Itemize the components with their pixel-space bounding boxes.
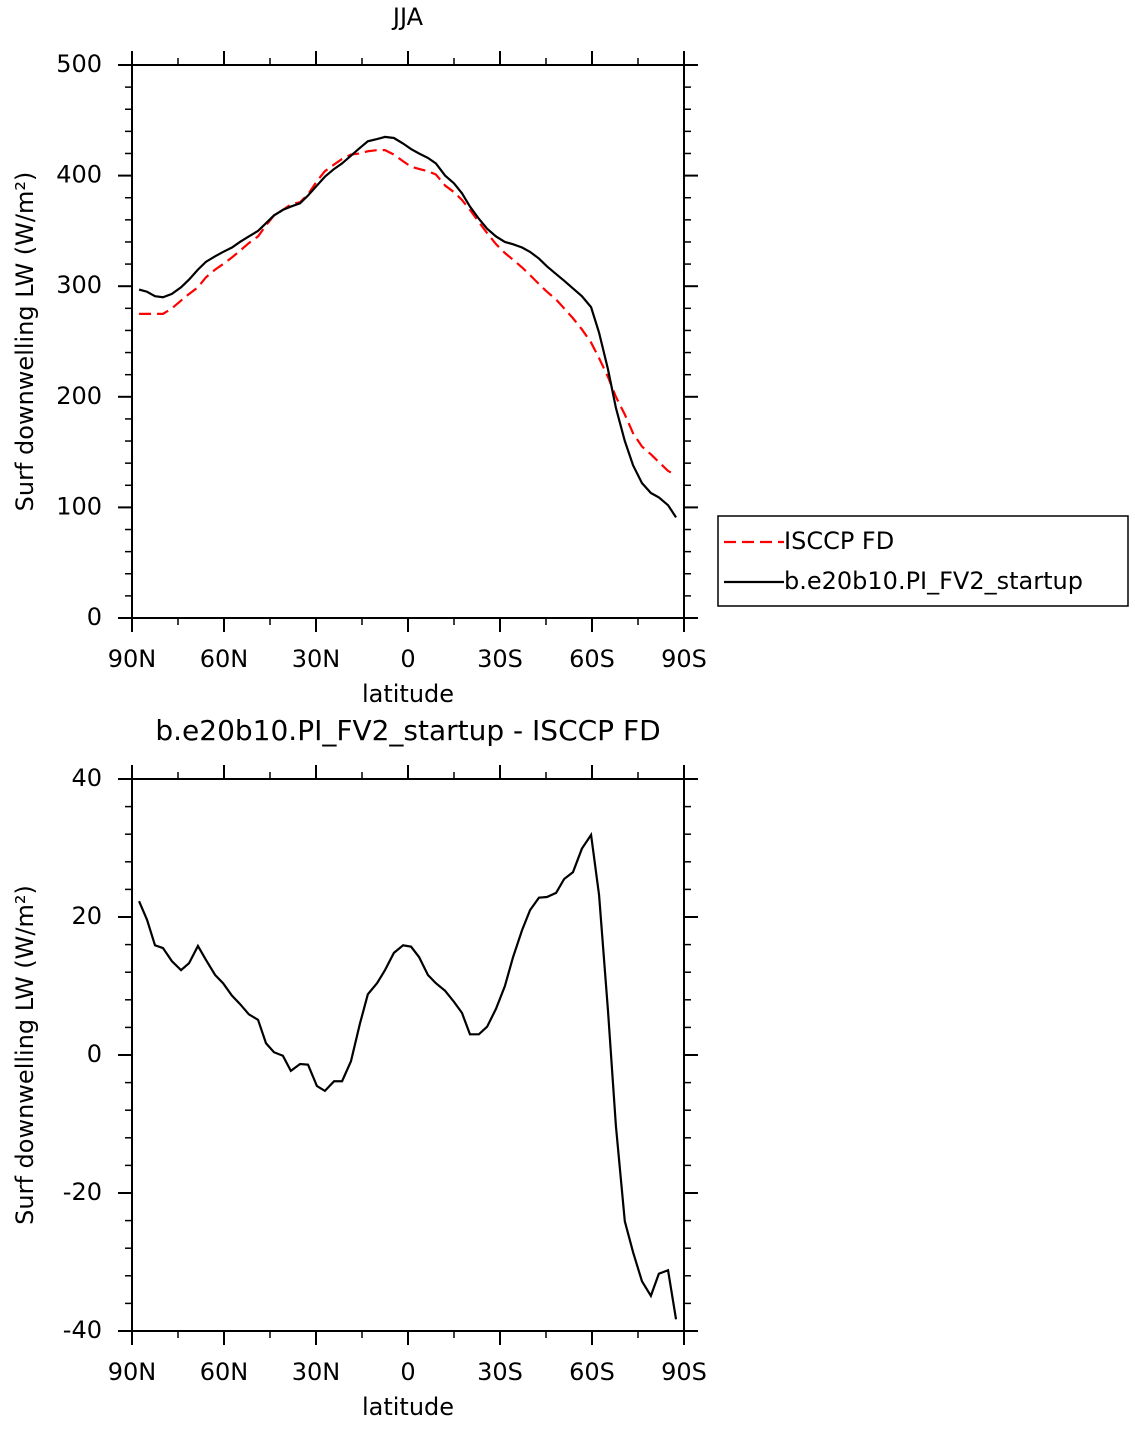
x-tick-label: 90S [661, 645, 707, 673]
y-tick-label: 200 [56, 382, 102, 410]
x-tick-label: 0 [400, 645, 415, 673]
y-tick-label: 500 [56, 50, 102, 78]
y-tick-label: 400 [56, 161, 102, 189]
data-line [138, 135, 677, 518]
x-tick-label: 90S [661, 1358, 707, 1386]
x-tick-label: 60S [569, 1358, 615, 1386]
x-tick-label: 60S [569, 645, 615, 673]
x-axis-title: latitude [362, 680, 454, 708]
x-tick-label: 30N [292, 1358, 341, 1386]
y-tick-label: 20 [71, 902, 102, 930]
x-tick-label: 60N [200, 645, 249, 673]
y-tick-label: -20 [63, 1178, 102, 1206]
y-tick-label: 40 [71, 764, 102, 792]
x-tick-label: 0 [400, 1358, 415, 1386]
y-tick-label: 300 [56, 271, 102, 299]
y-axis-title: Surf downwelling LW (W/m²) [11, 885, 39, 1225]
x-tick-label: 60N [200, 1358, 249, 1386]
x-tick-label: 30N [292, 645, 341, 673]
legend-label: b.e20b10.PI_FV2_startup [784, 567, 1083, 595]
plot-frame [131, 778, 685, 1332]
y-tick-label: -40 [63, 1316, 102, 1344]
chart-title: JJA [391, 3, 424, 31]
x-axis-title: latitude [362, 1393, 454, 1421]
x-tick-label: 30S [477, 645, 523, 673]
chart-title: b.e20b10.PI_FV2_startup - ISCCP FD [155, 714, 660, 747]
legend-label: ISCCP FD [784, 527, 894, 555]
legend-box [717, 515, 1129, 607]
y-tick-label: 0 [87, 603, 102, 631]
x-tick-label: 90N [108, 645, 157, 673]
y-tick-label: 0 [87, 1040, 102, 1068]
data-line [138, 831, 678, 1320]
x-tick-label: 30S [477, 1358, 523, 1386]
y-axis-title: Surf downwelling LW (W/m²) [11, 172, 39, 512]
x-tick-label: 90N [108, 1358, 157, 1386]
data-line [139, 149, 677, 477]
y-tick-label: 100 [56, 492, 102, 520]
